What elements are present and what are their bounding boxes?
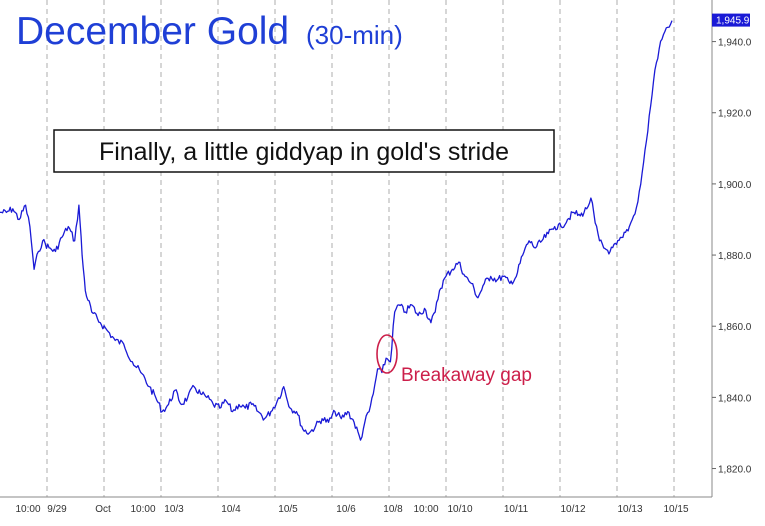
x-tick-label: 10/4 [221,504,241,515]
y-axis-ticks: 1,820.0 1,840.0 1,860.0 1,880.0 1,900.0 1,920… [712,38,752,476]
x-tick-label: Oct [95,504,111,515]
x-tick-label: 10/11 [504,504,529,515]
x-tick-label: 9/29 [47,504,67,515]
y-tick-label: 1,940.0 [718,38,752,49]
breakaway-gap-marker [376,334,398,374]
x-tick-label: 10/6 [336,504,356,515]
x-tick-label: 10:00 [15,504,40,515]
x-tick-label: 10/15 [663,504,688,515]
x-tick-label: 10/12 [560,504,585,515]
y-tick-label: 1,860.0 [718,322,752,333]
y-tick-label: 1,840.0 [718,393,752,404]
x-tick-label: 10/3 [164,504,184,515]
vertical-grid [46,0,675,497]
last-price-box [712,13,750,27]
x-tick-label: 10:00 [413,504,438,515]
breakaway-gap-label: Breakaway gap [401,365,532,386]
y-tick-label: 1,820.0 [718,465,752,476]
x-tick-label: 10/13 [617,504,642,515]
x-tick-label: 10/8 [383,504,403,515]
y-tick-label: 1,900.0 [718,180,752,191]
x-tick-label: 10/5 [278,504,298,515]
x-axis-ticks: 10:00 9/29 Oct 10:00 10/3 10/4 10/5 10/6 10/8 10:… [15,504,688,515]
last-price-label: 1,945.9 [716,16,750,27]
x-tick-label: 10/10 [447,504,472,515]
annotation-text: Finally, a little giddyap in gold's stri… [99,138,509,166]
y-tick-label: 1,920.0 [718,109,752,120]
price-series-line [0,20,673,441]
y-tick-label: 1,880.0 [718,251,752,262]
chart-title: December Gold [16,10,289,53]
annotation-box [53,129,555,173]
x-tick-label: 10:00 [130,504,155,515]
chart-subtitle: (30-min) [306,20,403,50]
